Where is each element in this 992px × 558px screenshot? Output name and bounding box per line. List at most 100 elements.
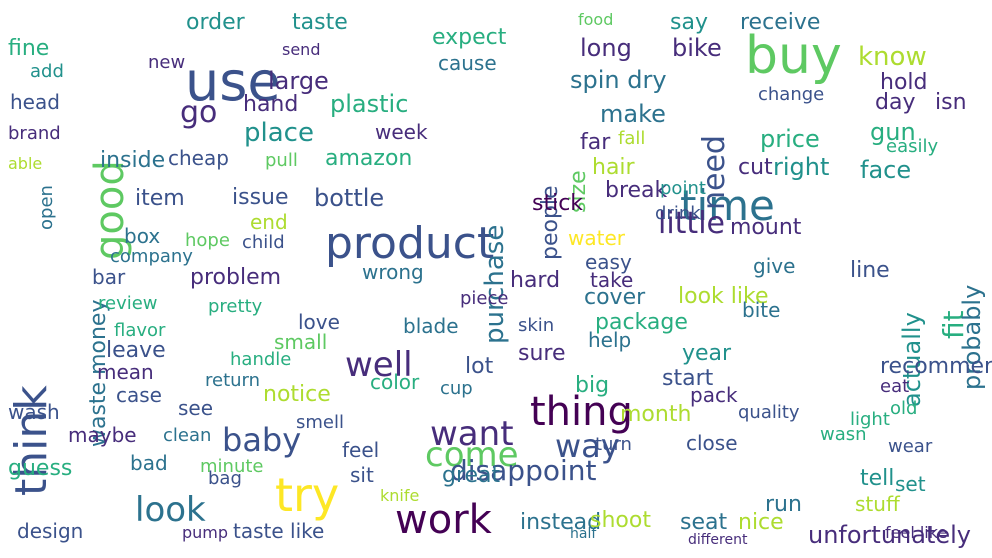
word-hard: hard [510,268,561,293]
word-big: big [575,373,610,398]
word-knife: knife [380,486,420,505]
word-make: make [600,100,666,128]
word-wasn: wasn [820,424,867,445]
word-brand: brand [8,123,61,144]
word-recommend: recommend [880,354,992,379]
word-place: place [244,118,314,148]
word-receive: receive [740,10,821,35]
word-light: light [850,409,890,430]
word-stick: stick [532,191,584,216]
word-bag: bag [208,468,242,489]
word-amazon: amazon [325,146,413,171]
word-pull: pull [265,150,298,171]
word-easy: easy [585,250,632,274]
word-hair: hair [592,155,635,180]
word-face: face [860,156,912,184]
word-pack: pack [690,383,738,407]
word-cut: cut [738,155,773,180]
word-old: old [890,398,918,419]
word-bite: bite [742,298,781,322]
word-instead: instead [520,510,602,535]
word-lot: lot [465,354,494,379]
word-far: far [580,130,611,155]
word-mean: mean [97,360,154,384]
word-water: water [568,226,625,250]
word-isn: isn [935,90,967,115]
word-case: case [116,383,162,407]
word-hold: hold [880,70,928,95]
word-long: long [580,34,632,62]
word-shoot: shoot [590,508,651,533]
word-seat: seat [680,510,728,535]
word-cover: cover [584,285,646,310]
word-return: return [205,370,261,391]
word-minute: minute [200,456,264,477]
word-love: love [298,310,340,334]
word-inside: inside [100,148,166,173]
word-look-like: look like [678,284,769,309]
word-go: go [180,95,218,130]
word-change: change [758,84,825,105]
word-leave: leave [106,338,166,363]
word-send: send [282,40,321,59]
word-help: help [588,328,632,352]
word-little: little [658,206,725,241]
word-disappoint: disappoint [450,454,597,487]
word-expect: expect [432,25,507,50]
word-bad: bad [130,451,168,475]
word-blade: blade [403,314,459,338]
word-quality: quality [738,402,800,423]
word-thing: thing [530,389,633,435]
word-piece: piece [460,288,509,309]
word-plastic: plastic [330,90,409,118]
word-set: set [895,472,926,496]
word-half: half [570,526,597,542]
word-sit: sit [350,463,374,487]
word-day: day [875,90,916,115]
word-company: company [110,246,193,267]
word-open: open [36,185,57,230]
word-guess: guess [8,456,73,481]
word-break: break [605,178,668,203]
word-smell: smell [296,412,344,433]
word-end: end [250,210,288,234]
word-bike: bike [672,34,722,62]
word-time: time [680,181,775,230]
word-item: item [135,186,185,211]
word-purchase: purchase [480,224,510,344]
word-review: review [98,293,158,314]
word-child: child [242,232,285,253]
word-mount: mount [730,215,802,240]
word-handle: handle [230,349,292,370]
word-spin-dry: spin dry [570,66,667,94]
word-know: know [858,42,927,72]
word-small: small [274,330,328,354]
word-large: large [268,67,329,95]
word-point: point [660,178,706,199]
word-come: come [425,435,519,475]
word-right: right [773,153,830,181]
word-order: order [186,10,245,35]
word-sure: sure [518,341,566,366]
word-problem: problem [190,265,282,290]
word-feel-like: feel like [885,523,948,542]
word-cheap: cheap [168,146,229,170]
word-easily: easily [886,136,939,157]
word-different: different [688,532,748,548]
word-price: price [760,125,820,153]
word-use: use [185,50,281,113]
word-unfortunately: unfortunately [808,521,972,549]
word-run: run [765,492,802,517]
word-want: want [430,414,514,454]
word-take: take [590,268,634,292]
word-give: give [753,254,796,278]
word-great: great [442,463,501,488]
word-start: start [662,366,714,391]
word-cup: cup [440,378,473,399]
word-eat: eat [880,376,910,397]
word-bottle: bottle [314,184,385,212]
word-tell: tell [860,466,895,491]
word-product: product [325,218,495,269]
word-turn: turn [595,434,632,455]
